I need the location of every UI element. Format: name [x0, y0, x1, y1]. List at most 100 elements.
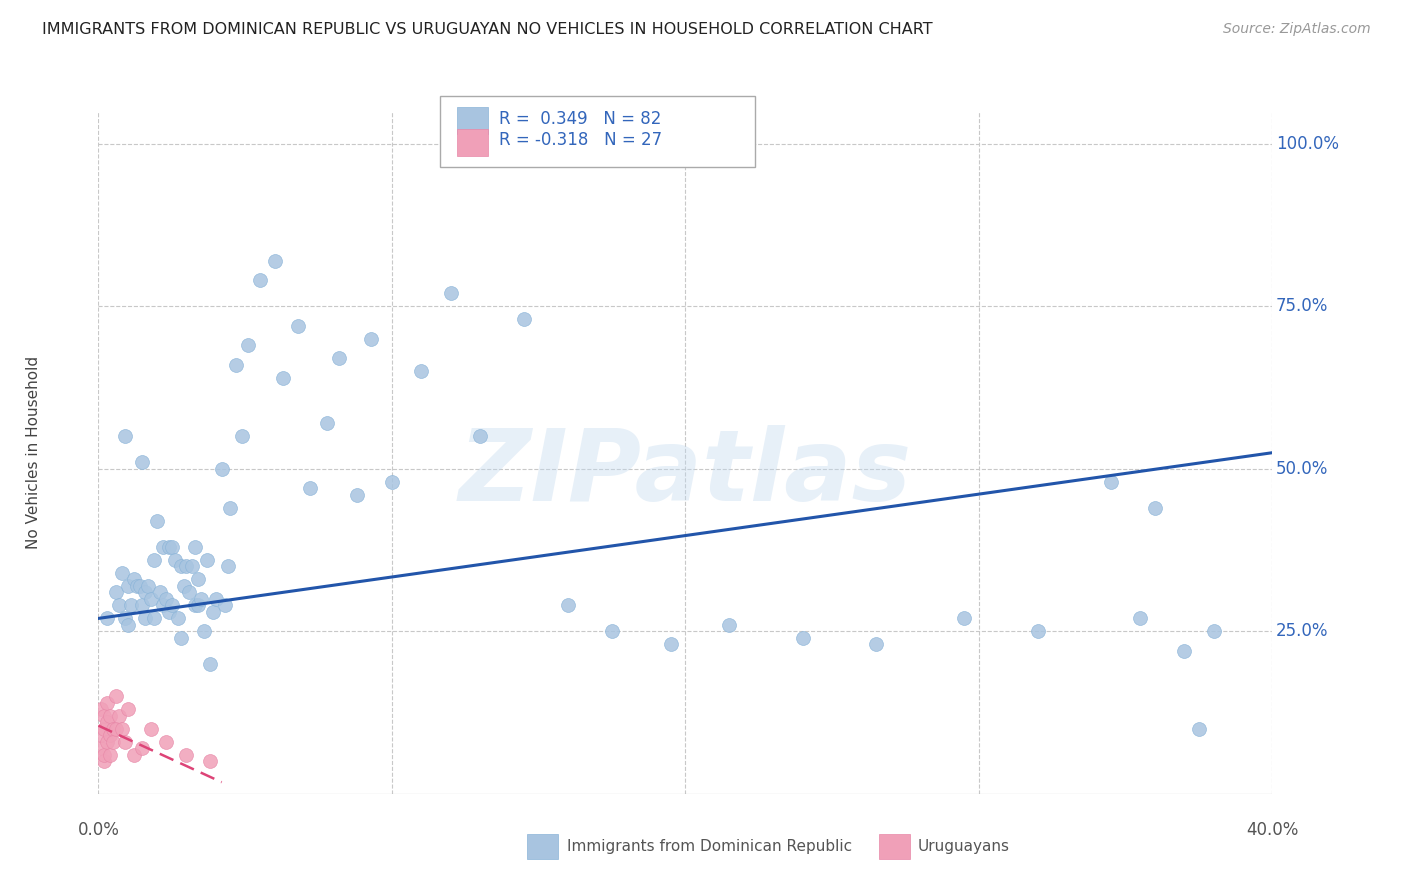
- Text: 100.0%: 100.0%: [1277, 135, 1339, 153]
- Point: [190, 591, 212, 606]
- Point: [792, 631, 814, 645]
- Point: [263, 254, 285, 268]
- Point: [96, 715, 118, 730]
- Point: [131, 599, 153, 613]
- Point: [176, 747, 198, 762]
- Point: [134, 611, 156, 625]
- Point: [122, 747, 145, 762]
- Point: [125, 579, 148, 593]
- Point: [157, 605, 180, 619]
- Point: [143, 611, 166, 625]
- Point: [273, 371, 295, 385]
- Point: [360, 332, 382, 346]
- Point: [1173, 644, 1195, 658]
- Point: [93, 722, 115, 736]
- Point: [953, 611, 976, 625]
- Text: 50.0%: 50.0%: [1277, 460, 1329, 478]
- Point: [557, 599, 579, 613]
- Point: [184, 540, 207, 554]
- Text: Source: ZipAtlas.com: Source: ZipAtlas.com: [1223, 22, 1371, 37]
- Point: [111, 566, 134, 580]
- Point: [169, 631, 191, 645]
- Point: [155, 735, 177, 749]
- Point: [468, 429, 491, 443]
- Point: [134, 585, 156, 599]
- Point: [217, 559, 239, 574]
- Point: [231, 429, 253, 443]
- Point: [146, 514, 169, 528]
- Point: [198, 755, 221, 769]
- Point: [214, 599, 236, 613]
- Point: [1188, 722, 1211, 736]
- Point: [1144, 500, 1167, 515]
- Point: [122, 573, 145, 587]
- Point: [187, 599, 209, 613]
- Text: ZIPatlas: ZIPatlas: [458, 425, 912, 522]
- Point: [120, 599, 142, 613]
- Point: [105, 690, 128, 704]
- Point: [143, 553, 166, 567]
- Point: [101, 722, 124, 736]
- Text: Immigrants from Dominican Republic: Immigrants from Dominican Republic: [567, 839, 852, 855]
- Point: [173, 579, 195, 593]
- Point: [114, 735, 136, 749]
- Text: No Vehicles in Household: No Vehicles in Household: [27, 356, 41, 549]
- Point: [298, 482, 321, 496]
- Point: [160, 540, 183, 554]
- Point: [1202, 624, 1225, 639]
- Point: [718, 618, 741, 632]
- Point: [316, 417, 339, 431]
- Point: [211, 462, 233, 476]
- Point: [105, 722, 128, 736]
- Point: [163, 553, 186, 567]
- Point: [513, 312, 536, 326]
- Point: [346, 488, 368, 502]
- Point: [179, 585, 201, 599]
- Point: [1129, 611, 1152, 625]
- Point: [108, 599, 131, 613]
- Point: [411, 364, 433, 378]
- Point: [141, 591, 163, 606]
- Point: [111, 722, 134, 736]
- Point: [149, 585, 172, 599]
- Point: [155, 591, 177, 606]
- Point: [865, 637, 887, 651]
- Point: [98, 728, 121, 742]
- Text: 75.0%: 75.0%: [1277, 297, 1329, 316]
- Point: [236, 338, 259, 352]
- Point: [181, 559, 204, 574]
- Point: [90, 728, 112, 742]
- Point: [93, 747, 115, 762]
- Text: R = -0.318   N = 27: R = -0.318 N = 27: [499, 131, 662, 149]
- Point: [96, 611, 118, 625]
- Point: [439, 286, 461, 301]
- Text: R =  0.349   N = 82: R = 0.349 N = 82: [499, 110, 661, 128]
- Point: [1099, 475, 1122, 489]
- Point: [117, 702, 139, 716]
- Point: [136, 579, 159, 593]
- Point: [93, 709, 115, 723]
- Point: [141, 722, 163, 736]
- Point: [105, 585, 128, 599]
- Point: [98, 747, 121, 762]
- Point: [90, 741, 112, 756]
- Point: [169, 559, 191, 574]
- Point: [160, 599, 183, 613]
- Point: [157, 540, 180, 554]
- Point: [117, 579, 139, 593]
- Text: IMMIGRANTS FROM DOMINICAN REPUBLIC VS URUGUAYAN NO VEHICLES IN HOUSEHOLD CORRELA: IMMIGRANTS FROM DOMINICAN REPUBLIC VS UR…: [42, 22, 932, 37]
- Point: [198, 657, 221, 671]
- Point: [176, 559, 198, 574]
- Text: 0.0%: 0.0%: [77, 822, 120, 839]
- Point: [90, 702, 112, 716]
- Point: [287, 318, 309, 333]
- Point: [600, 624, 623, 639]
- Point: [225, 358, 247, 372]
- Point: [108, 709, 131, 723]
- Point: [128, 579, 150, 593]
- Point: [205, 591, 228, 606]
- Point: [195, 553, 218, 567]
- Point: [659, 637, 682, 651]
- Point: [249, 273, 271, 287]
- Point: [131, 741, 153, 756]
